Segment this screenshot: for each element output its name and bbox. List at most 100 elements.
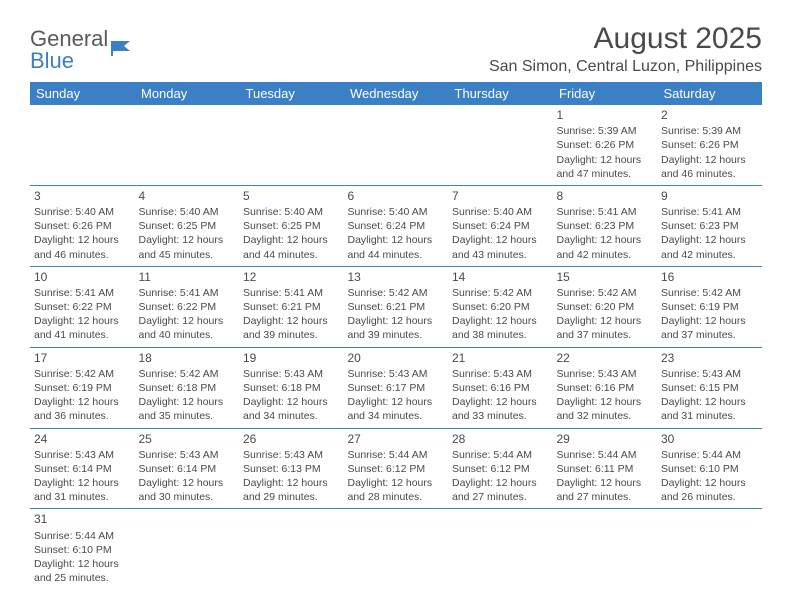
daylight-line: Daylight: 12 hours and 42 minutes. (557, 233, 654, 261)
sunrise-line: Sunrise: 5:40 AM (243, 205, 340, 219)
daylight-line: Daylight: 12 hours and 27 minutes. (557, 476, 654, 504)
sunset-line: Sunset: 6:16 PM (452, 381, 549, 395)
weekday-header: Tuesday (239, 82, 344, 105)
day-cell: 2Sunrise: 5:39 AMSunset: 6:26 PMDaylight… (657, 105, 762, 185)
daylight-line: Daylight: 12 hours and 25 minutes. (34, 557, 131, 585)
weekday-header: Wednesday (344, 82, 449, 105)
daylight-line: Daylight: 12 hours and 44 minutes. (348, 233, 445, 261)
sunset-line: Sunset: 6:17 PM (348, 381, 445, 395)
day-number: 22 (557, 350, 654, 366)
daylight-line: Daylight: 12 hours and 26 minutes. (661, 476, 758, 504)
daylight-line: Daylight: 12 hours and 42 minutes. (661, 233, 758, 261)
day-number: 27 (348, 431, 445, 447)
sunrise-line: Sunrise: 5:41 AM (661, 205, 758, 219)
empty-cell (448, 509, 553, 589)
calendar-page: General Blue August 2025 San Simon, Cent… (0, 0, 792, 611)
sunset-line: Sunset: 6:11 PM (557, 462, 654, 476)
day-number: 8 (557, 188, 654, 204)
sunset-line: Sunset: 6:14 PM (139, 462, 236, 476)
sunset-line: Sunset: 6:26 PM (661, 138, 758, 152)
day-cell: 27Sunrise: 5:44 AMSunset: 6:12 PMDayligh… (344, 428, 449, 509)
day-cell: 28Sunrise: 5:44 AMSunset: 6:12 PMDayligh… (448, 428, 553, 509)
sunset-line: Sunset: 6:25 PM (139, 219, 236, 233)
empty-cell (30, 105, 135, 185)
sunrise-line: Sunrise: 5:42 AM (661, 286, 758, 300)
sunrise-line: Sunrise: 5:43 AM (557, 367, 654, 381)
sunrise-line: Sunrise: 5:40 AM (452, 205, 549, 219)
weekday-header: Sunday (30, 82, 135, 105)
sunrise-line: Sunrise: 5:44 AM (348, 448, 445, 462)
sunset-line: Sunset: 6:24 PM (348, 219, 445, 233)
daylight-line: Daylight: 12 hours and 34 minutes. (243, 395, 340, 423)
calendar-row: 17Sunrise: 5:42 AMSunset: 6:19 PMDayligh… (30, 347, 762, 428)
sunrise-line: Sunrise: 5:43 AM (452, 367, 549, 381)
sunrise-line: Sunrise: 5:40 AM (34, 205, 131, 219)
daylight-line: Daylight: 12 hours and 30 minutes. (139, 476, 236, 504)
sunset-line: Sunset: 6:26 PM (557, 138, 654, 152)
day-number: 10 (34, 269, 131, 285)
sunset-line: Sunset: 6:16 PM (557, 381, 654, 395)
day-cell: 17Sunrise: 5:42 AMSunset: 6:19 PMDayligh… (30, 347, 135, 428)
day-cell: 30Sunrise: 5:44 AMSunset: 6:10 PMDayligh… (657, 428, 762, 509)
daylight-line: Daylight: 12 hours and 41 minutes. (34, 314, 131, 342)
sunrise-line: Sunrise: 5:40 AM (139, 205, 236, 219)
day-number: 13 (348, 269, 445, 285)
day-number: 18 (139, 350, 236, 366)
location: San Simon, Central Luzon, Philippines (489, 58, 762, 76)
sunrise-line: Sunrise: 5:41 AM (557, 205, 654, 219)
sunrise-line: Sunrise: 5:43 AM (34, 448, 131, 462)
sunrise-line: Sunrise: 5:42 AM (557, 286, 654, 300)
daylight-line: Daylight: 12 hours and 27 minutes. (452, 476, 549, 504)
sunset-line: Sunset: 6:13 PM (243, 462, 340, 476)
daylight-line: Daylight: 12 hours and 47 minutes. (557, 153, 654, 181)
day-cell: 9Sunrise: 5:41 AMSunset: 6:23 PMDaylight… (657, 185, 762, 266)
sunrise-line: Sunrise: 5:39 AM (661, 124, 758, 138)
day-cell: 5Sunrise: 5:40 AMSunset: 6:25 PMDaylight… (239, 185, 344, 266)
calendar-row: 1Sunrise: 5:39 AMSunset: 6:26 PMDaylight… (30, 105, 762, 185)
weekday-header-row: Sunday Monday Tuesday Wednesday Thursday… (30, 82, 762, 105)
day-number: 28 (452, 431, 549, 447)
day-cell: 21Sunrise: 5:43 AMSunset: 6:16 PMDayligh… (448, 347, 553, 428)
day-number: 30 (661, 431, 758, 447)
sunset-line: Sunset: 6:26 PM (34, 219, 131, 233)
daylight-line: Daylight: 12 hours and 31 minutes. (661, 395, 758, 423)
daylight-line: Daylight: 12 hours and 37 minutes. (557, 314, 654, 342)
logo-text: General Blue (30, 28, 108, 72)
day-number: 11 (139, 269, 236, 285)
weekday-header: Thursday (448, 82, 553, 105)
sunrise-line: Sunrise: 5:42 AM (34, 367, 131, 381)
day-cell: 1Sunrise: 5:39 AMSunset: 6:26 PMDaylight… (553, 105, 658, 185)
day-cell: 12Sunrise: 5:41 AMSunset: 6:21 PMDayligh… (239, 266, 344, 347)
sunset-line: Sunset: 6:15 PM (661, 381, 758, 395)
day-number: 23 (661, 350, 758, 366)
day-number: 2 (661, 107, 758, 123)
day-number: 12 (243, 269, 340, 285)
day-number: 4 (139, 188, 236, 204)
day-number: 26 (243, 431, 340, 447)
calendar-row: 24Sunrise: 5:43 AMSunset: 6:14 PMDayligh… (30, 428, 762, 509)
sunset-line: Sunset: 6:24 PM (452, 219, 549, 233)
weekday-header: Friday (553, 82, 658, 105)
weekday-header: Saturday (657, 82, 762, 105)
sunset-line: Sunset: 6:22 PM (139, 300, 236, 314)
day-cell: 3Sunrise: 5:40 AMSunset: 6:26 PMDaylight… (30, 185, 135, 266)
daylight-line: Daylight: 12 hours and 46 minutes. (661, 153, 758, 181)
calendar-row: 10Sunrise: 5:41 AMSunset: 6:22 PMDayligh… (30, 266, 762, 347)
day-cell: 15Sunrise: 5:42 AMSunset: 6:20 PMDayligh… (553, 266, 658, 347)
day-cell: 19Sunrise: 5:43 AMSunset: 6:18 PMDayligh… (239, 347, 344, 428)
empty-cell (239, 509, 344, 589)
sunrise-line: Sunrise: 5:43 AM (661, 367, 758, 381)
sunset-line: Sunset: 6:20 PM (452, 300, 549, 314)
day-cell: 11Sunrise: 5:41 AMSunset: 6:22 PMDayligh… (135, 266, 240, 347)
sunset-line: Sunset: 6:21 PM (348, 300, 445, 314)
daylight-line: Daylight: 12 hours and 29 minutes. (243, 476, 340, 504)
sunrise-line: Sunrise: 5:43 AM (243, 448, 340, 462)
sunrise-line: Sunrise: 5:39 AM (557, 124, 654, 138)
sunset-line: Sunset: 6:12 PM (348, 462, 445, 476)
daylight-line: Daylight: 12 hours and 33 minutes. (452, 395, 549, 423)
logo: General Blue (30, 28, 134, 72)
daylight-line: Daylight: 12 hours and 40 minutes. (139, 314, 236, 342)
daylight-line: Daylight: 12 hours and 38 minutes. (452, 314, 549, 342)
sunset-line: Sunset: 6:14 PM (34, 462, 131, 476)
daylight-line: Daylight: 12 hours and 44 minutes. (243, 233, 340, 261)
